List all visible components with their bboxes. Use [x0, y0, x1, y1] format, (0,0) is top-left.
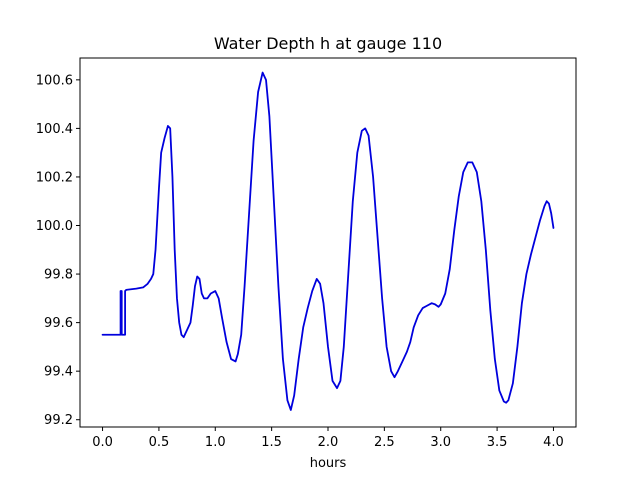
x-axis: 0.0 0.5 1.0 1.5 2.0 2.5 3.0 3.5 4.0 — [92, 427, 564, 450]
y-tick-label: 100.4 — [36, 122, 73, 137]
x-tick-label: 3.5 — [487, 435, 508, 450]
plot-area — [101, 71, 555, 411]
plot-frame — [79, 57, 577, 428]
y-tick-label: 99.4 — [44, 365, 73, 380]
x-tick-label: 2.5 — [374, 435, 395, 450]
y-tick-label: 100.0 — [36, 219, 73, 234]
x-tick-label: 4.0 — [543, 435, 564, 450]
y-axis: 99.2 99.4 99.6 99.8 100.0 100.2 100.4 100.6 — [36, 73, 80, 428]
x-tick-label: 0.5 — [149, 435, 170, 450]
y-tick-label: 99.6 — [44, 316, 73, 331]
x-tick-label: 2.0 — [318, 435, 339, 450]
x-axis-label: hours — [310, 456, 347, 471]
chart-title: Water Depth h at gauge 110 — [214, 34, 442, 53]
x-tick-label: 0.0 — [92, 435, 113, 450]
x-tick-label: 3.0 — [430, 435, 451, 450]
y-tick-label: 99.8 — [44, 268, 73, 283]
x-tick-label: 1.0 — [205, 435, 226, 450]
y-tick-label: 100.6 — [36, 73, 73, 88]
y-tick-label: 100.2 — [36, 170, 73, 185]
x-tick-label: 1.5 — [261, 435, 282, 450]
series-line — [101, 71, 555, 411]
y-tick-label: 99.2 — [44, 413, 73, 428]
